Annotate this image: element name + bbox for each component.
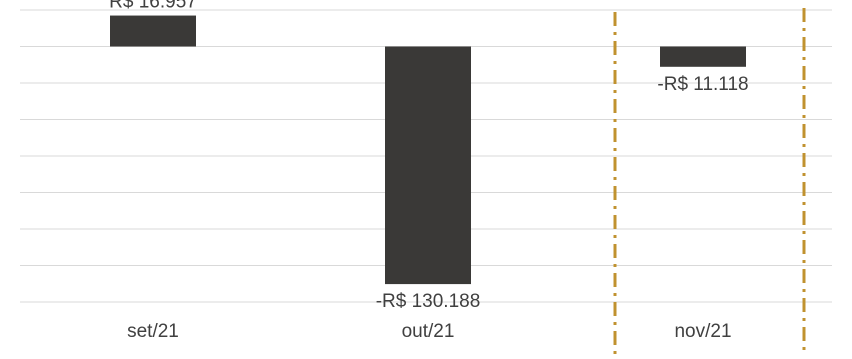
value-label: R$ 16.957 xyxy=(109,0,197,13)
category-label: nov/21 xyxy=(674,321,731,342)
bar xyxy=(385,46,471,285)
bar xyxy=(110,15,196,47)
value-label: -R$ 130.188 xyxy=(376,291,481,312)
value-label: -R$ 11.118 xyxy=(657,74,748,95)
value-labels: R$ 16.957 -R$ 130.188 -R$ 11.118 xyxy=(109,0,748,312)
category-labels: set/21 out/21 nov/21 xyxy=(127,321,731,342)
bar xyxy=(660,46,746,67)
category-label: set/21 xyxy=(127,321,179,342)
bars xyxy=(110,15,746,285)
category-label: out/21 xyxy=(402,321,455,342)
